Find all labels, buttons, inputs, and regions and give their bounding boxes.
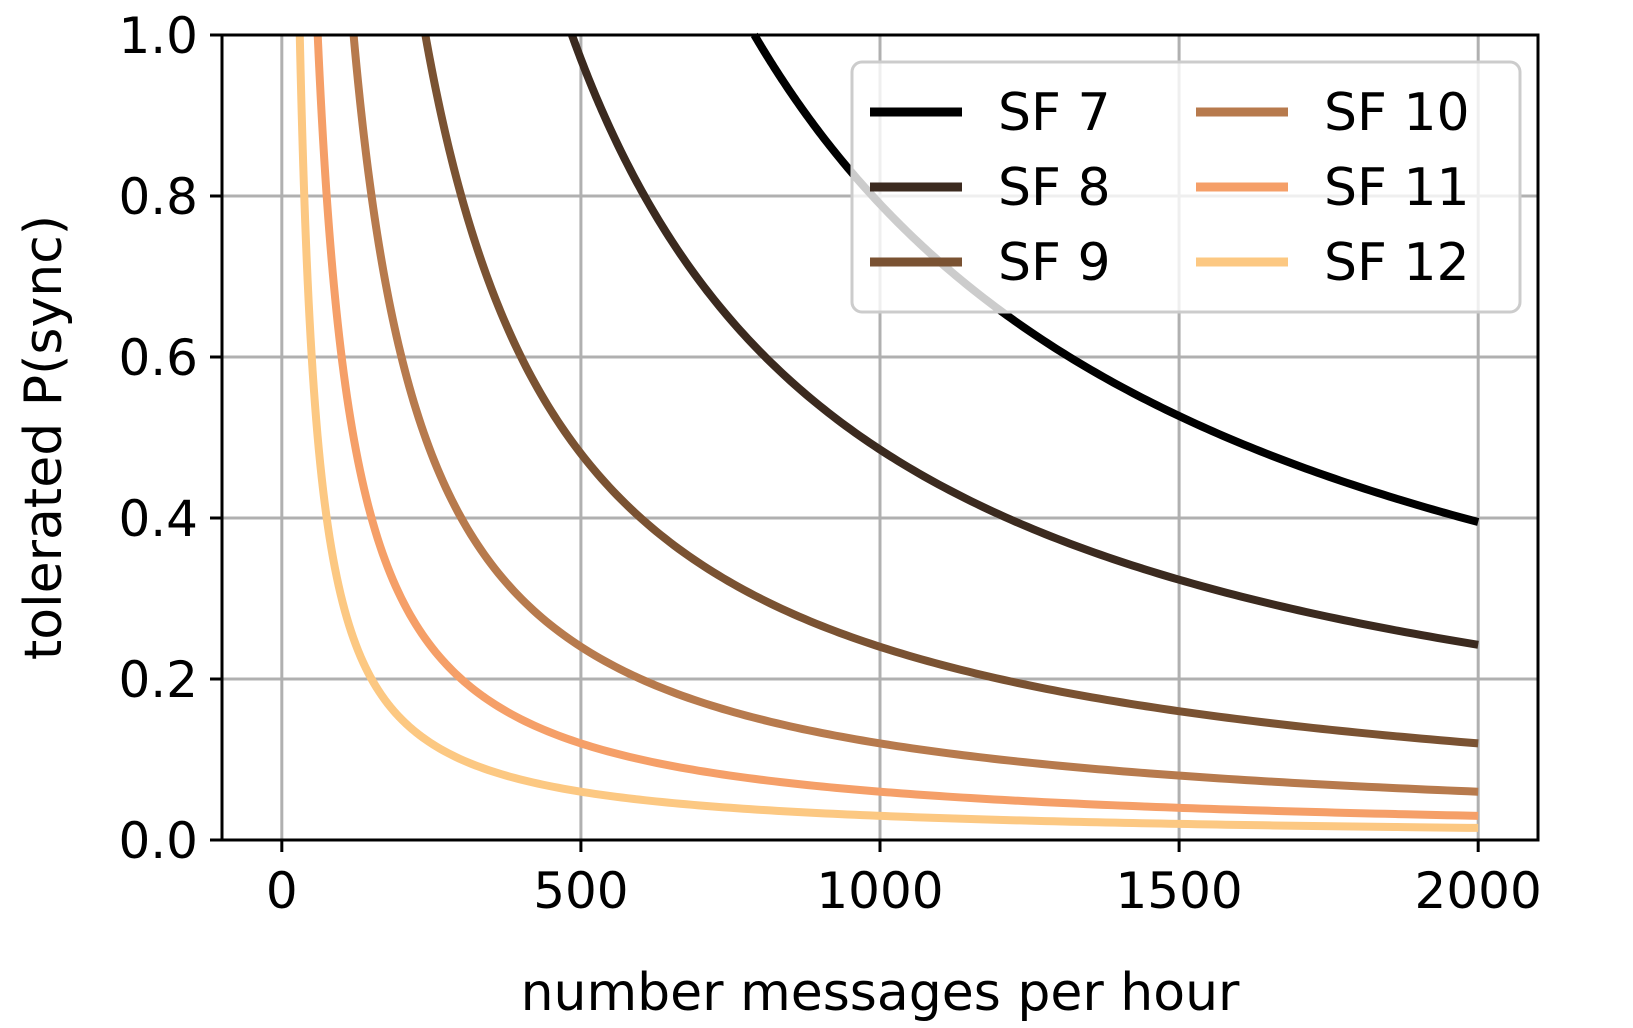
series-line-sf-11 xyxy=(313,31,1479,820)
legend-label: SF 9 xyxy=(998,233,1111,293)
series-lines xyxy=(295,31,1480,832)
y-tick-label: 0.4 xyxy=(118,490,198,548)
legend-label: SF 7 xyxy=(998,83,1111,143)
legend-label: SF 8 xyxy=(998,158,1111,218)
axis-ticks: 0 500 1000 1500 2000 0.0 0.2 0.4 0.6 0.8 1.0 xyxy=(118,7,1541,920)
series-line-sf-10 xyxy=(349,31,1479,796)
x-axis-label: number messages per hour xyxy=(521,963,1240,1023)
y-tick-label: 1.0 xyxy=(118,7,198,65)
series-line-sf-9 xyxy=(421,31,1479,748)
legend-box xyxy=(850,60,1522,314)
x-tick-label: 1000 xyxy=(816,862,943,920)
y-tick-label: 0.0 xyxy=(118,812,198,870)
y-axis-label: tolerated P(sync) xyxy=(14,215,74,660)
series-line-sf-8 xyxy=(567,31,1479,649)
legend: SF 7 SF 8 SF 9 SF 10 SF 11 SF 12 xyxy=(850,60,1522,314)
x-tick-label: 1500 xyxy=(1115,862,1242,920)
x-tick-label: 0 xyxy=(266,862,298,920)
legend-label: SF 11 xyxy=(1324,158,1470,218)
x-tick-label: 500 xyxy=(533,862,628,920)
y-tick-label: 0.6 xyxy=(118,329,198,387)
series-line-sf-12 xyxy=(295,32,1479,832)
y-tick-label: 0.8 xyxy=(118,168,198,226)
x-tick-label: 2000 xyxy=(1415,862,1542,920)
legend-label: SF 10 xyxy=(1324,83,1470,143)
y-tick-label: 0.2 xyxy=(118,651,198,709)
legend-label: SF 12 xyxy=(1324,233,1470,293)
